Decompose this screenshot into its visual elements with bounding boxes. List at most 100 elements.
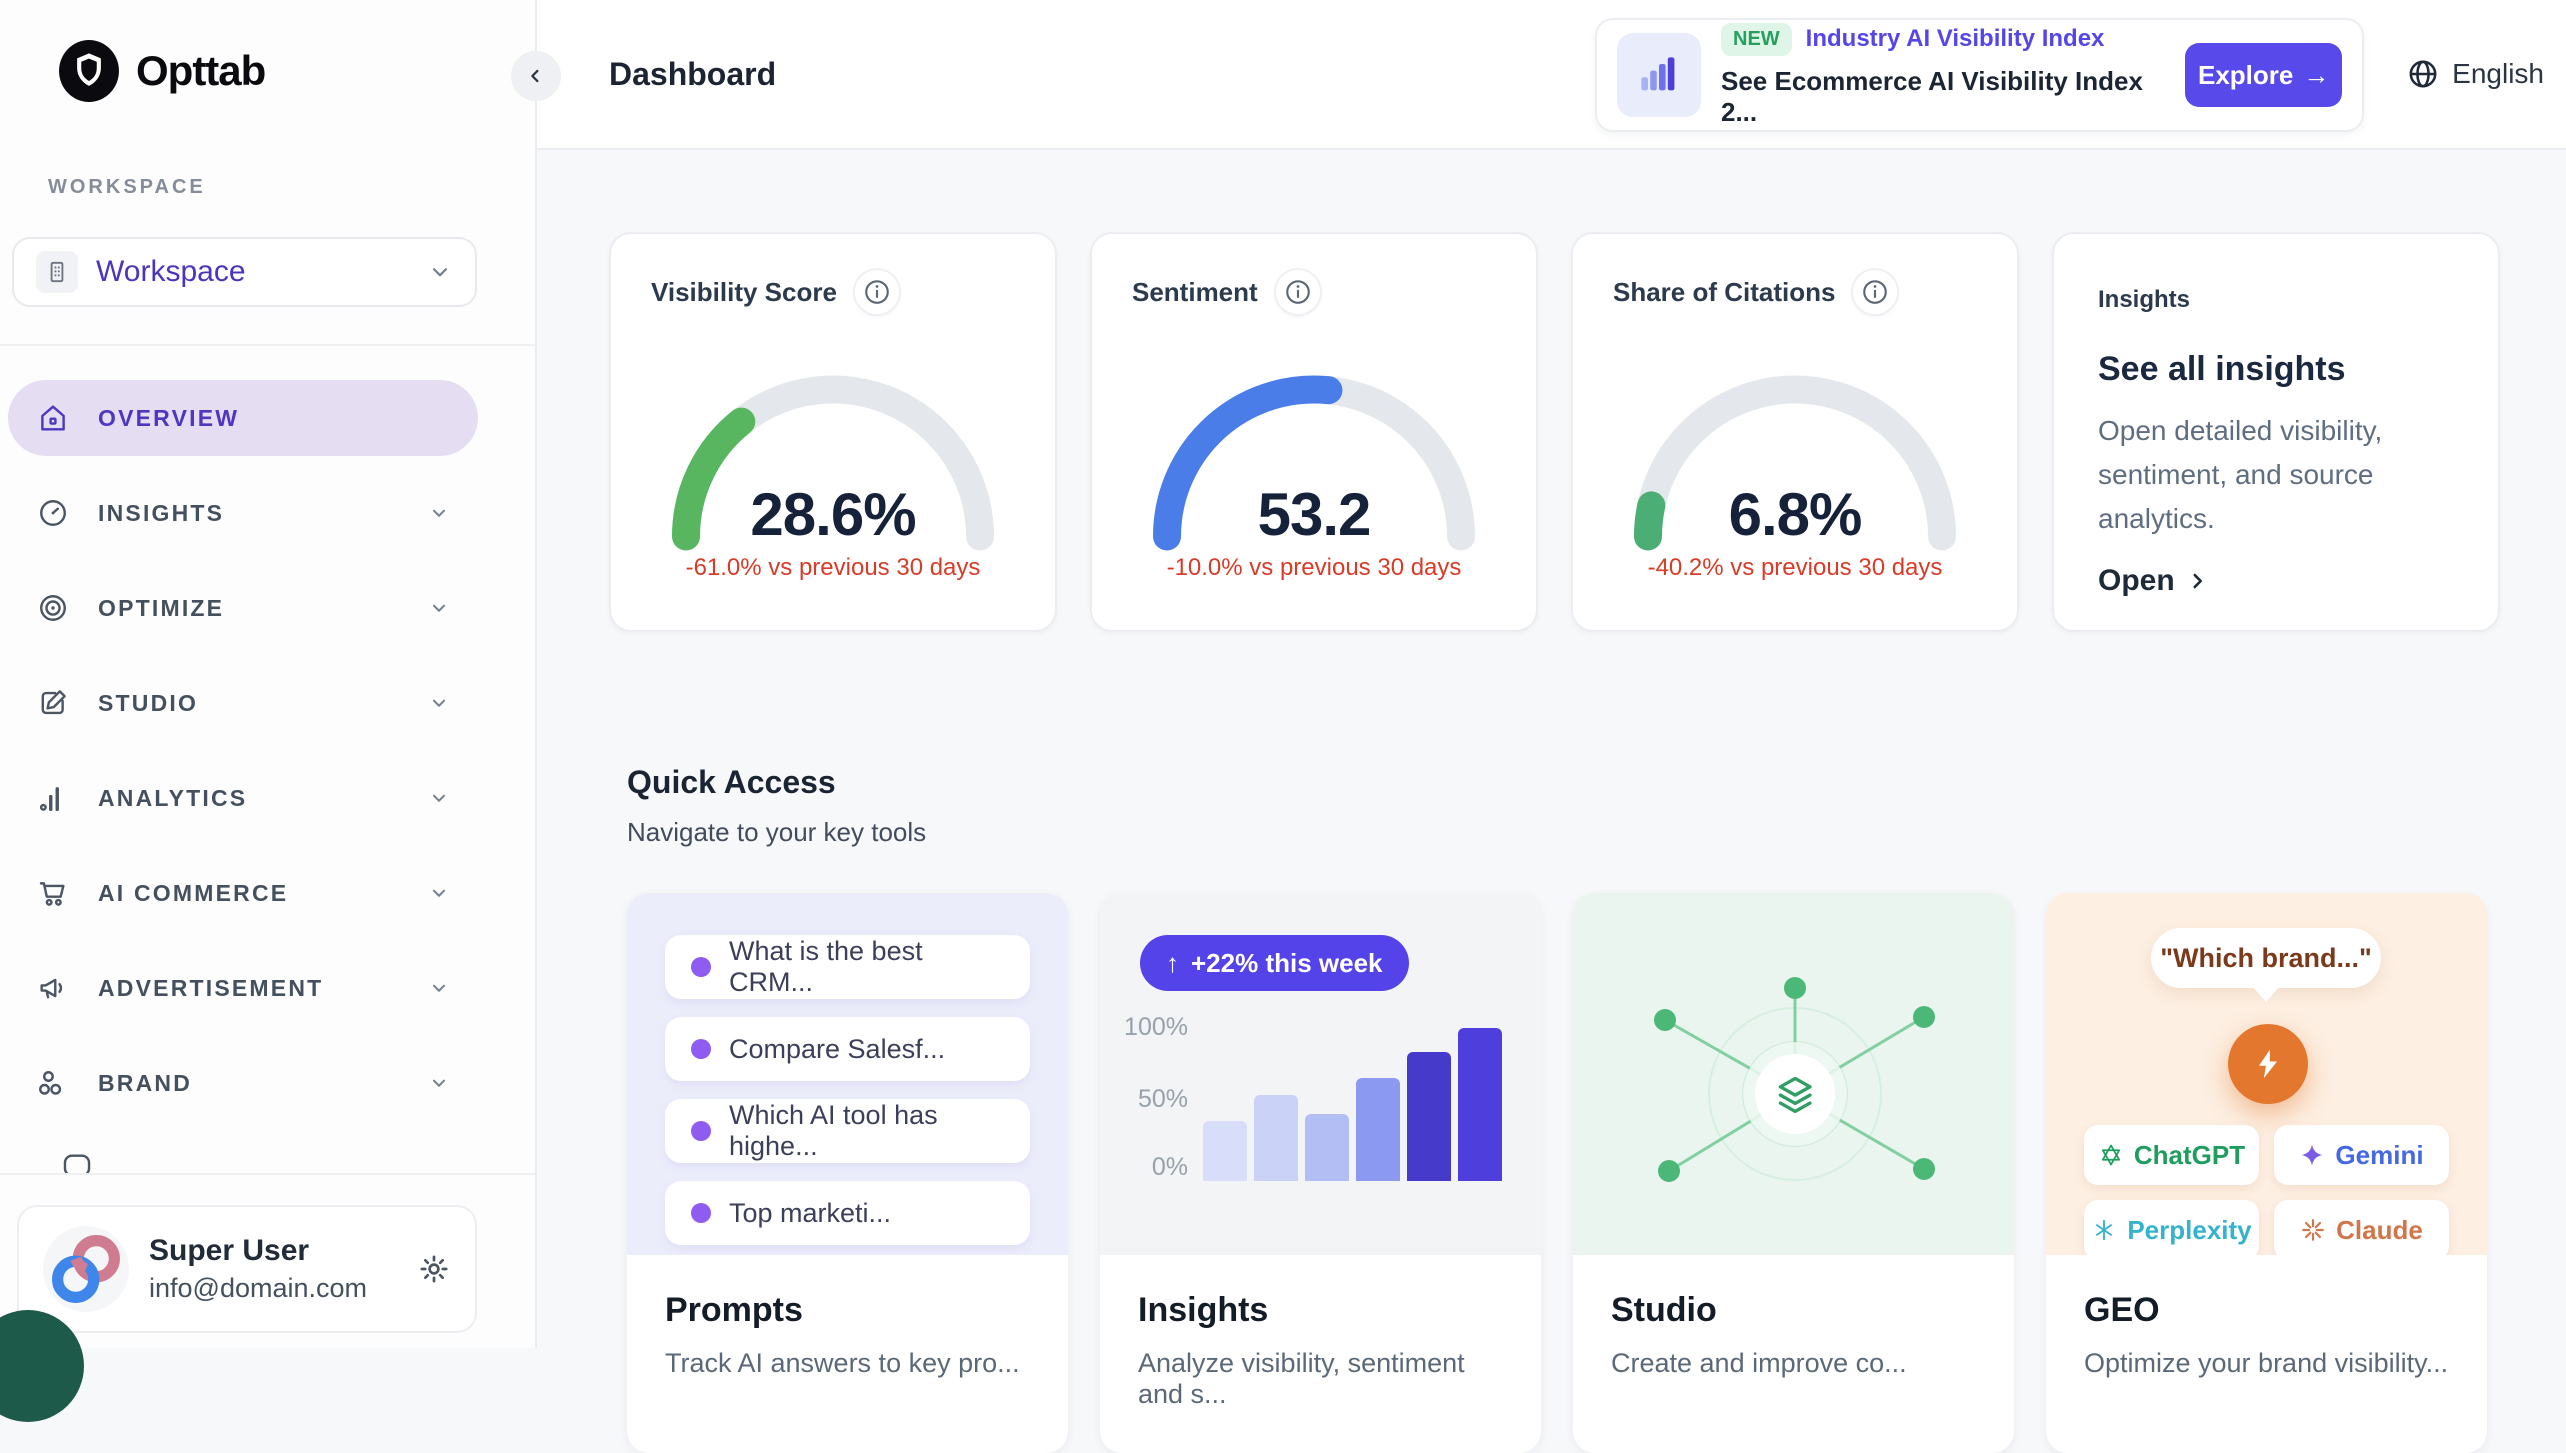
info-icon[interactable] [1275,270,1320,314]
page-title: Dashboard [609,55,777,92]
info-icon[interactable] [854,270,899,314]
insights-label: Insights [2098,286,2191,313]
sidebar-nav: OVERVIEW INSIGHTS OPTIMIZE STUDIO [8,380,478,1140]
card-title: Insights [1138,1291,1269,1329]
edit-icon [41,690,66,715]
sidebar-item-ai-commerce[interactable]: AI COMMERCE [8,855,478,931]
quick-access-row: What is the best CRM... Compare Salesf..… [627,893,2487,1453]
kpi-card-visibility-score: Visibility Score 28.6% -61.0% vs previou… [609,232,1057,632]
gauge: 6.8% -40.2% vs previous 30 days [1620,358,1970,581]
insights-summary-card: Insights See all insights Open detailed … [2052,232,2500,632]
sidebar-item-analytics[interactable]: ANALYTICS [8,760,478,836]
sidebar-item-label: ADVERTISEMENT [98,974,324,1001]
explore-button[interactable]: Explore → [2185,43,2342,107]
sidebar-item-brand[interactable]: BRAND [8,1045,478,1121]
gauge: 53.2 -10.0% vs previous 30 days [1139,358,1489,581]
language-selector[interactable]: English [2406,0,2544,148]
chip-label: Perplexity [2127,1214,2252,1245]
card-description: Create and improve co... [1611,1348,1907,1378]
lightning-circle [2228,1024,2308,1104]
prompt-text: Which AI tool has highe... [729,1100,938,1161]
bar [1356,1078,1400,1181]
banner-chart-icon [1617,33,1701,117]
quick-access-card-prompts[interactable]: What is the best CRM... Compare Salesf..… [627,893,1068,1453]
circles-icon [39,1071,62,1095]
gemini-icon [2299,1142,2325,1168]
main-content: Visibility Score 28.6% -61.0% vs previou… [537,152,2566,1453]
card-title: GEO [2084,1291,2160,1329]
sidebar-item-label: OPTIMIZE [98,594,225,621]
building-icon [36,251,78,293]
banner-subtitle: See Ecommerce AI Visibility Index 2... [1721,65,2143,127]
prompt-text: Compare Salesf... [729,1033,946,1064]
new-badge: NEW [1721,22,1792,56]
sidebar-item-label: OVERVIEW [98,404,240,431]
kpi-value: 6.8% [1728,481,1863,548]
perplexity-icon [2091,1217,2117,1243]
network-graphic [1654,977,1935,1182]
workspace-selector[interactable]: Workspace [12,237,477,307]
bar [1203,1121,1247,1181]
gear-icon[interactable] [417,1252,451,1286]
prompt-pill[interactable]: What is the best CRM... [665,935,1030,999]
studio-visual [1573,893,2014,1255]
prompt-pill[interactable]: Compare Salesf... [665,1017,1030,1081]
prompt-text: Top marketi... [729,1197,892,1228]
sidebar-item-advertisement[interactable]: ADVERTISEMENT [8,950,478,1026]
open-label: Open [2098,564,2175,597]
info-icon[interactable] [1853,270,1898,314]
quick-access-card-studio[interactable]: Studio Create and improve co... [1573,893,2014,1453]
user-card[interactable]: Super User info@domain.com [17,1205,477,1333]
workspace-selector-label: Workspace [96,255,246,288]
quick-access-card-insights[interactable]: ↑ +22% this week 100% 50% 0% Insights An… [1100,893,1541,1453]
chip-perplexity: Perplexity [2084,1200,2259,1260]
gauge: 28.6% -61.0% vs previous 30 days [658,358,1008,581]
quick-access-card-geo[interactable]: "Which brand..." ChatGPT [2046,893,2487,1453]
sidebar-item-insights[interactable]: INSIGHTS [8,475,478,551]
card-description: Optimize your brand visibility... [2084,1348,2449,1378]
quote-bubble: "Which brand..." [2151,928,2381,988]
target-icon [40,595,66,621]
prompt-pill[interactable]: Top marketi... [665,1181,1030,1245]
sidebar: Opttab WORKSPACE Workspace OVERVIEW [0,0,537,1422]
opttab-shield-icon [59,40,119,102]
chip-claude: Claude [2274,1200,2449,1260]
kpi-title: Share of Citations [1613,276,1836,307]
sidebar-item-label: INSIGHTS [98,499,225,526]
y-axis-tick: 50% [1137,1085,1188,1113]
insights-body: Open detailed visibility, sentiment, and… [2098,415,2383,534]
chevron-right-icon [2193,573,2202,589]
banner-title: Industry AI Visibility Index [1805,25,2105,52]
trend-badge: ↑ +22% this week [1140,935,1409,991]
open-link[interactable]: Open [2098,564,2211,598]
kpi-delta: -40.2% vs previous 30 days [1647,554,1943,581]
workspace-section-label: WORKSPACE [48,176,206,198]
sidebar-item-optimize[interactable]: OPTIMIZE [8,570,478,646]
prompt-pill[interactable]: Which AI tool has highe... [665,1099,1030,1163]
user-name: Super User [149,1234,310,1267]
bar [1305,1114,1349,1181]
brand-logo: Opttab [58,40,266,102]
arrow-up-icon: ↑ [1166,947,1179,978]
announcement-banner[interactable]: NEW Industry AI Visibility Index See Eco… [1595,18,2364,132]
sidebar-item-overview[interactable]: OVERVIEW [8,380,478,456]
chevron-down-icon [432,984,446,992]
chevron-down-icon [432,604,446,612]
quick-access-subtitle: Navigate to your key tools [627,817,927,847]
geo-visual: "Which brand..." ChatGPT [2046,893,2487,1260]
chip-label: ChatGPT [2133,1139,2246,1170]
megaphone-icon [40,978,63,999]
sidebar-item-label: BRAND [98,1069,193,1096]
sidebar-item-studio[interactable]: STUDIO [8,665,478,741]
chip-chatgpt: ChatGPT [2084,1125,2259,1185]
chevron-down-icon [432,268,448,277]
sidebar-collapse-button[interactable] [511,51,561,101]
sidebar-footer: Super User info@domain.com [0,1173,535,1348]
sidebar-item-label: AI COMMERCE [98,879,289,906]
quick-access-header: Quick Access Navigate to your key tools [627,764,926,848]
gauge-icon [40,500,66,526]
card-description: Track AI answers to key pro... [665,1348,1020,1378]
kpi-title: Visibility Score [651,276,837,307]
kpi-card-sentiment: Sentiment 53.2 -10.0% vs previous 30 day… [1090,232,1538,632]
chip-gemini: Gemini [2274,1125,2449,1185]
